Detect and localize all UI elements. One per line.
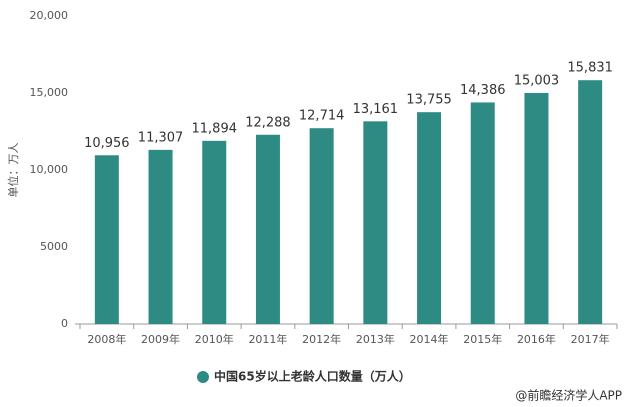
x-tick-label: 2013年 [356,332,395,346]
bar [148,149,173,324]
value-label: 15,003 [514,73,560,88]
y-axis-label: 单位：万人 [6,143,20,198]
legend-label: 中国65岁以上老龄人口数量（万人） [214,369,411,384]
x-tick-label: 2015年 [463,332,502,346]
y-tick-label: 20,000 [30,9,69,22]
y-tick-label: 10,000 [30,163,69,176]
value-label: 11,307 [138,130,184,145]
x-tick-label: 2010年 [195,332,234,346]
value-label: 14,386 [460,83,506,98]
bar [578,80,603,324]
y-tick-label: 15,000 [30,86,69,99]
value-label: 10,956 [84,136,130,151]
bar [309,128,334,324]
value-label: 13,755 [406,93,452,108]
bar [255,134,280,324]
y-tick-label: 0 [61,317,68,330]
x-tick-label: 2011年 [248,332,287,346]
bar [470,102,495,324]
x-tick-label: 2017年 [571,332,610,346]
value-label: 11,894 [192,121,238,136]
bar [94,155,119,324]
bar [363,121,388,324]
source: @前瞻经济学人APP [515,388,622,403]
x-tick-label: 2008年 [87,332,126,346]
bar [524,92,549,324]
y-tick-label: 5000 [40,240,68,253]
legend-marker [197,371,209,383]
value-label: 12,714 [299,109,345,124]
value-label: 15,831 [567,61,613,76]
bar [202,140,227,324]
x-tick-label: 2012年 [302,332,341,346]
x-tick-label: 2009年 [141,332,180,346]
x-tick-label: 2014年 [410,332,449,346]
bar [417,112,442,324]
value-label: 13,161 [353,102,399,117]
x-tick-label: 2016年 [517,332,556,346]
value-label: 12,288 [245,115,291,130]
